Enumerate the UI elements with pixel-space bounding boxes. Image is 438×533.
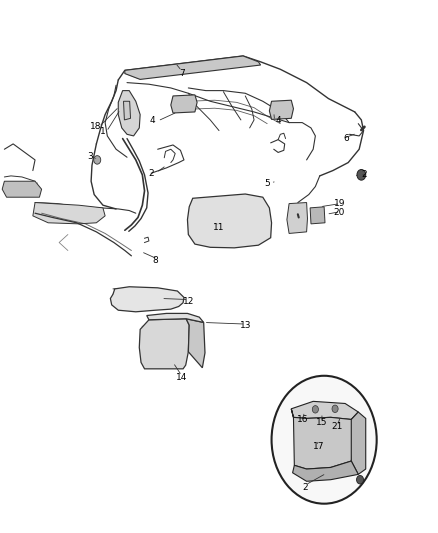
Text: 5: 5	[264, 179, 270, 188]
Text: 6: 6	[343, 134, 349, 143]
Polygon shape	[124, 101, 131, 120]
Polygon shape	[125, 56, 261, 79]
Text: 15: 15	[316, 418, 328, 427]
Text: 2: 2	[362, 171, 367, 179]
Text: 11: 11	[213, 223, 225, 231]
Circle shape	[357, 475, 364, 484]
Circle shape	[272, 376, 377, 504]
Text: 14: 14	[176, 373, 187, 382]
Text: 17: 17	[313, 442, 324, 451]
Polygon shape	[33, 203, 105, 224]
Text: 7: 7	[179, 69, 185, 78]
Text: 18: 18	[90, 123, 101, 131]
Text: 4: 4	[150, 117, 155, 125]
Polygon shape	[118, 91, 140, 136]
Text: 2: 2	[148, 169, 154, 178]
Polygon shape	[147, 313, 204, 322]
Polygon shape	[187, 194, 272, 248]
Text: 19: 19	[334, 199, 345, 208]
Text: 13: 13	[240, 321, 251, 329]
Text: 2: 2	[303, 483, 308, 492]
Text: 1: 1	[100, 127, 106, 136]
Polygon shape	[291, 409, 358, 469]
Text: 4: 4	[276, 117, 281, 125]
Polygon shape	[139, 319, 189, 369]
Polygon shape	[186, 319, 205, 368]
Polygon shape	[310, 207, 325, 224]
Text: 3: 3	[87, 152, 93, 161]
Polygon shape	[2, 181, 42, 197]
Polygon shape	[110, 287, 184, 312]
Text: 8: 8	[152, 256, 159, 264]
Text: 16: 16	[297, 415, 309, 424]
Circle shape	[94, 156, 101, 164]
Polygon shape	[293, 461, 358, 481]
Circle shape	[357, 169, 366, 180]
Circle shape	[312, 406, 318, 413]
Polygon shape	[291, 401, 358, 419]
Polygon shape	[351, 412, 366, 474]
Text: 20: 20	[334, 208, 345, 216]
Text: 12: 12	[183, 297, 194, 305]
Circle shape	[332, 405, 338, 413]
Text: 21: 21	[332, 422, 343, 431]
Polygon shape	[287, 203, 307, 233]
Polygon shape	[171, 95, 197, 113]
Polygon shape	[269, 100, 293, 119]
